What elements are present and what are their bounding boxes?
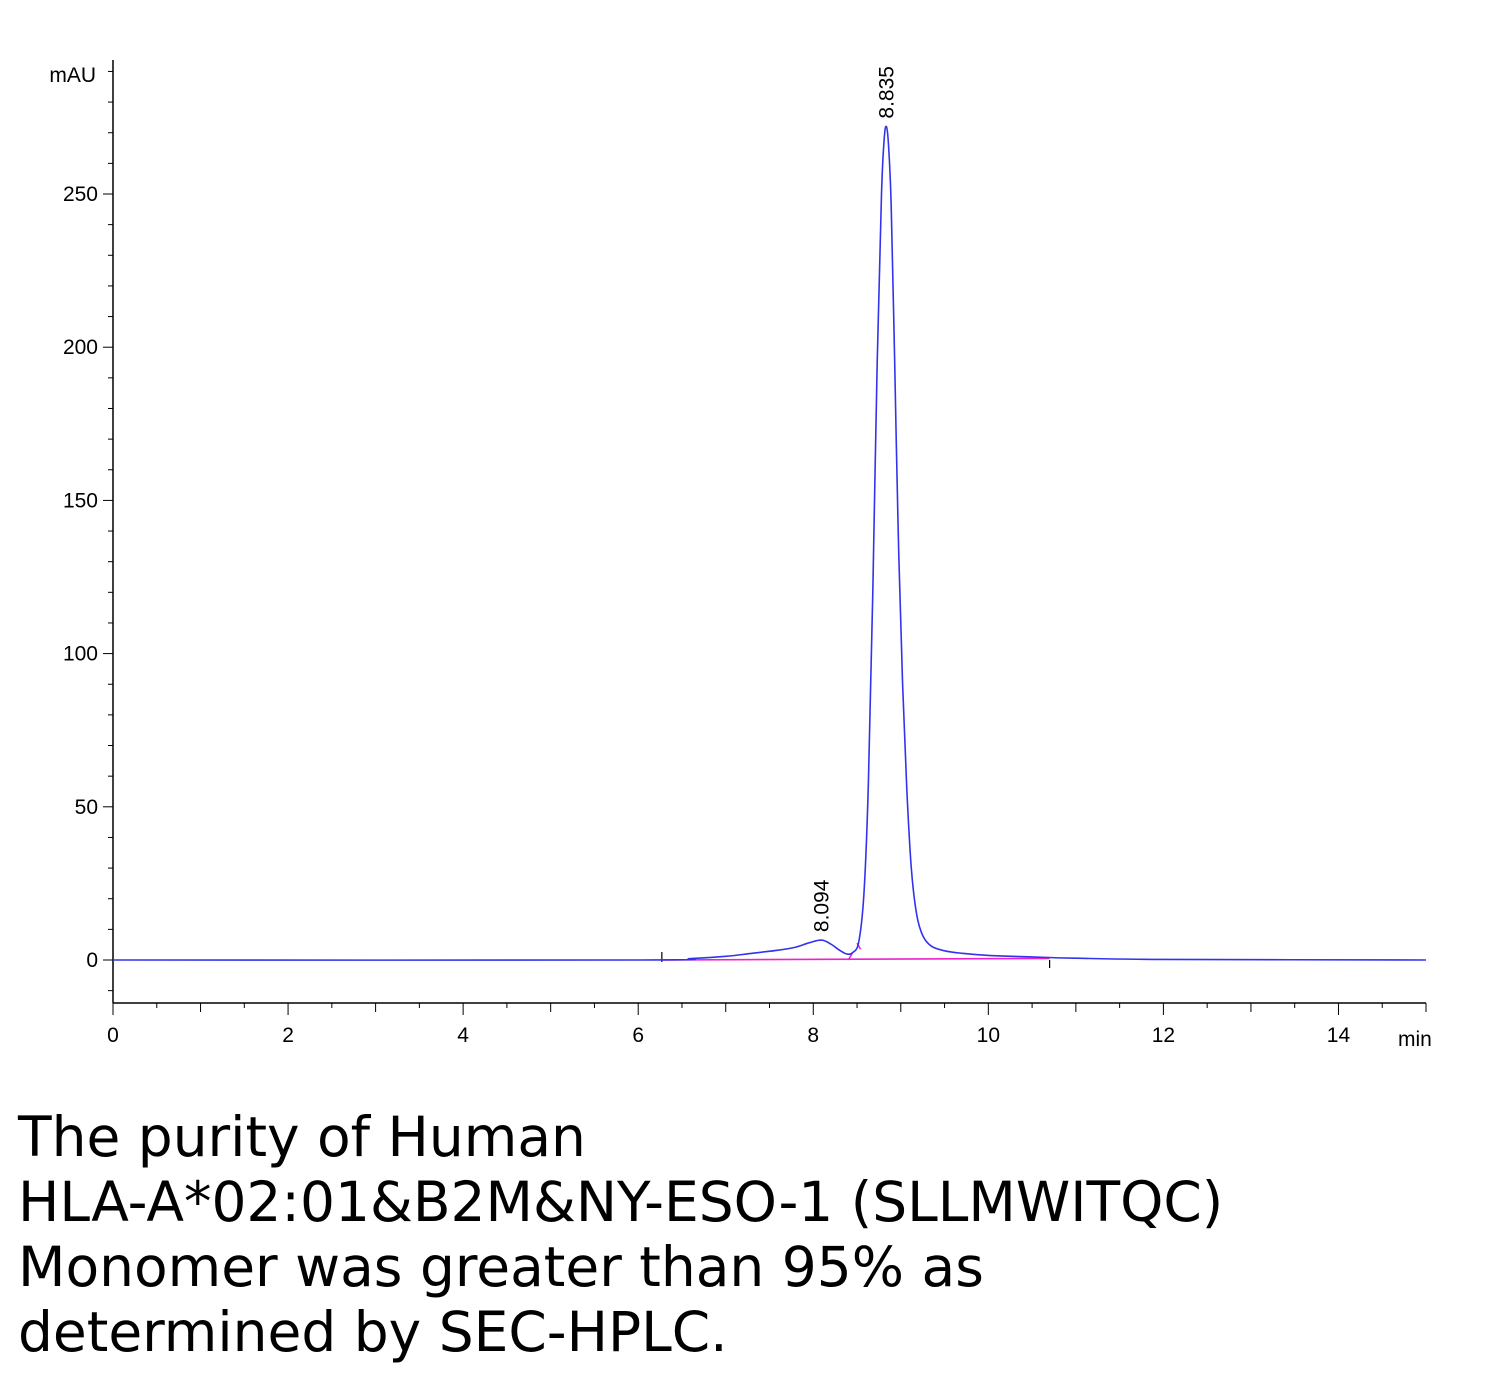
- caption-line-3: Monomer was greater than 95% as: [18, 1235, 984, 1299]
- chromatogram-chart: 0 50 100 150 200 250 mAU 0 2 4 6 8 10 12 14 min 8.094 8.8…: [49, 60, 1432, 1051]
- caption-line-1: The purity of Human: [18, 1105, 586, 1169]
- x-axis-label: min: [1398, 1028, 1432, 1051]
- y-tick-label: 100: [63, 643, 98, 666]
- x-tick-label: 14: [1327, 1024, 1351, 1047]
- x-tick-label: 12: [1152, 1024, 1175, 1047]
- y-tick-label: 250: [63, 183, 98, 206]
- series-line-0: [112, 125, 1427, 961]
- x-tick-label: 6: [632, 1024, 644, 1047]
- y-tick-label: 50: [75, 796, 98, 819]
- x-tick-label: 2: [282, 1024, 294, 1047]
- chromatogram-svg: 0 50 100 150 200 250 mAU 0 2 4 6 8 10 12 14 min 8.094 8.8…: [49, 60, 1432, 1051]
- x-tick-label: 8: [807, 1024, 819, 1047]
- caption-line-4: determined by SEC-HPLC.: [18, 1300, 728, 1364]
- x-tick-label: 0: [107, 1024, 119, 1047]
- y-tick-label: 150: [63, 489, 98, 512]
- caption-line-2: HLA-A*02:01&B2M&NY-ESO-1 (SLLMWITQC): [18, 1170, 1224, 1234]
- y-tick-label: 0: [86, 949, 98, 972]
- x-tick-label: 10: [977, 1024, 1000, 1047]
- x-tick-label: 4: [457, 1024, 469, 1047]
- integration-baseline: [661, 957, 1050, 961]
- y-axis-label: mAU: [49, 64, 96, 87]
- y-tick-label: 200: [63, 336, 98, 359]
- caption: The purity of Human HLA-A*02:01&B2M&NY-E…: [18, 1105, 1488, 1365]
- peak-label: 8.835: [875, 66, 898, 119]
- peak-label: 8.094: [810, 879, 833, 932]
